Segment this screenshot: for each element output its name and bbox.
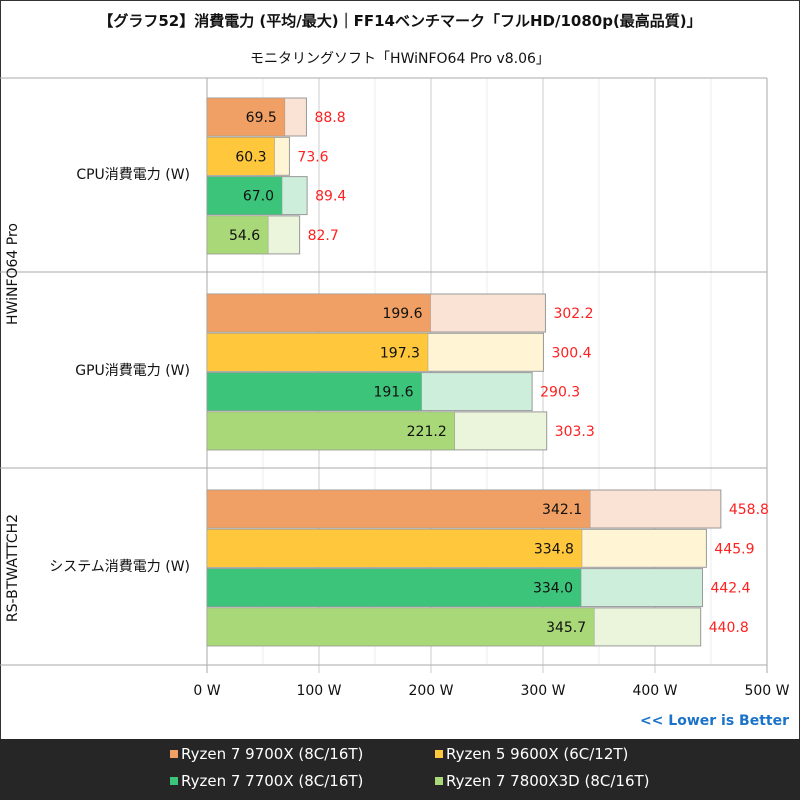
avg-label: 345.7 [546,620,586,636]
max-label: 290.3 [540,385,580,401]
legend-swatch [170,750,178,758]
bar-avg [206,489,591,529]
x-tick-label: 200 W [408,683,453,699]
max-label: 82.7 [308,228,339,244]
max-label: 300.4 [551,345,591,361]
max-label: 303.3 [555,424,595,440]
legend-label: Ryzen 5 9600X (6C/12T) [446,745,629,763]
x-tick-label: 0 W [193,683,220,699]
legend-label: Ryzen 7 7800X3D (8C/16T) [446,772,650,790]
legend: Ryzen 7 9700X (8C/16T) Ryzen 5 9600X (6C/… [0,739,800,800]
avg-label: 334.0 [533,581,573,597]
max-label: 73.6 [297,149,328,165]
avg-label: 191.6 [373,385,413,401]
legend-item: Ryzen 7 7700X (8C/16T) [170,772,363,790]
avg-label: 342.1 [542,502,582,518]
bar-avg [206,372,422,411]
bar-avg [206,568,582,607]
avg-label: 60.3 [235,149,266,165]
bar-avg [206,411,455,451]
legend-swatch [170,777,178,785]
avg-label: 197.3 [380,345,420,361]
avg-label: 199.6 [382,306,422,322]
bar-avg [206,176,283,215]
avg-label: 67.0 [243,189,274,205]
bar-avg [206,215,269,255]
bar-avg [206,607,595,647]
bar-avg [206,293,431,333]
avg-label: 334.8 [534,541,574,557]
avg-label: 54.6 [229,228,260,244]
bar-avg [206,137,275,176]
max-label: 302.2 [553,306,593,322]
x-tick-label: 500 W [744,683,789,699]
max-label: 440.8 [709,620,749,636]
lower-is-better-note: << Lower is Better [640,713,789,729]
legend-swatch [435,750,443,758]
legend-label: Ryzen 7 9700X (8C/16T) [181,745,364,763]
bar-avg [206,529,583,568]
legend-label: Ryzen 7 7700X (8C/16T) [181,772,364,790]
x-tick-label: 100 W [296,683,341,699]
category-label: CPU消費電力 (W) [76,167,190,183]
bar-avg [206,97,286,137]
chart-subtitle: モニタリングソフト「HWiNFO64 Pro v8.06」 [250,51,550,67]
group-label: HWiNFO64 Pro [5,223,21,325]
legend-item: Ryzen 5 9600X (6C/12T) [435,745,628,763]
avg-label: 221.2 [407,424,447,440]
category-label: GPU消費電力 (W) [75,363,190,379]
legend-item: Ryzen 7 9700X (8C/16T) [170,745,363,763]
max-label: 88.8 [314,110,345,126]
legend-item: Ryzen 7 7800X3D (8C/16T) [435,772,650,790]
category-label: システム消費電力 (W) [49,559,190,575]
chart-title: 【グラフ52】消費電力 (平均/最大)｜FF14ベンチマーク「フルHD/1080… [98,12,701,30]
max-label: 458.8 [729,502,769,518]
max-label: 89.4 [315,189,346,205]
max-label: 442.4 [710,581,750,597]
max-label: 445.9 [714,541,754,557]
x-tick-label: 300 W [520,683,565,699]
x-tick-label: 400 W [632,683,677,699]
legend-swatch [435,777,443,785]
chart: 【グラフ52】消費電力 (平均/最大)｜FF14ベンチマーク「フルHD/1080… [0,12,790,729]
bar-avg [206,333,429,372]
group-label: RS-BTWATTCH2 [5,514,21,622]
avg-label: 69.5 [246,110,277,126]
